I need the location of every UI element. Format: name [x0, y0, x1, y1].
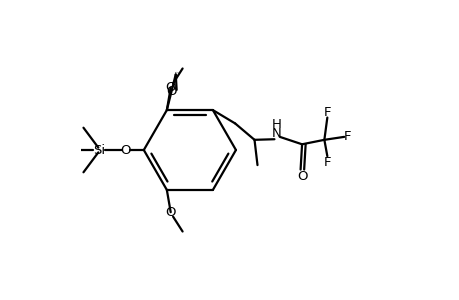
Text: O: O	[166, 85, 176, 98]
Text: H: H	[271, 118, 281, 131]
Text: N: N	[271, 128, 281, 140]
Text: O: O	[165, 81, 176, 94]
Text: F: F	[323, 106, 330, 119]
Text: F: F	[323, 156, 330, 169]
Text: Si: Si	[93, 143, 105, 157]
Text: F: F	[343, 130, 351, 143]
Text: O: O	[120, 143, 131, 157]
Text: methyl: methyl	[174, 71, 179, 73]
Text: O: O	[165, 206, 176, 219]
Text: O: O	[297, 169, 307, 183]
